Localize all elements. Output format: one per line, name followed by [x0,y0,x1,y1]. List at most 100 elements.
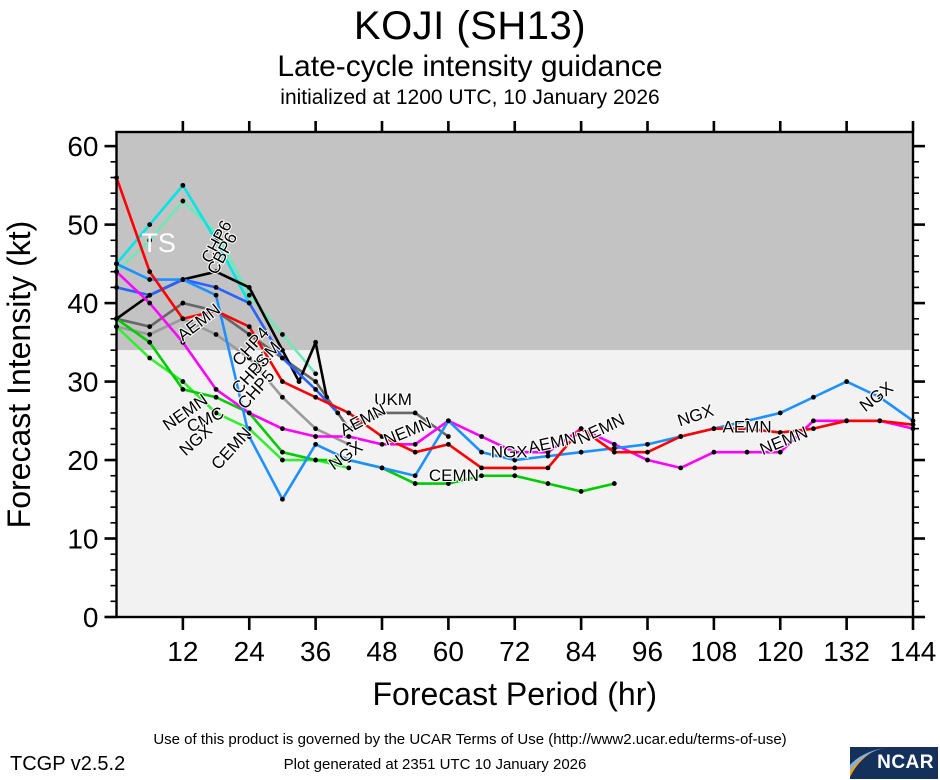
x-tick-label: 144 [890,636,937,667]
data-point-NGX [744,418,750,424]
x-tick-label: 120 [757,636,804,667]
x-tick-label: 24 [234,636,265,667]
model-label-NGX: NGX [491,443,528,462]
x-tick-label: 108 [691,636,738,667]
data-point-NGX [280,496,285,502]
data-point-NGX [379,465,385,471]
data-point-NEMN [611,441,617,447]
data-point-UKM [246,332,252,337]
data-point-CEMN [611,481,617,486]
data-point-AEMN [545,465,551,471]
data-point-AEMN [811,426,816,432]
ts-band-label: TS [141,228,176,258]
data-point-UKM [147,324,153,330]
series-line-CMC [116,317,350,446]
data-point-AEMN [645,449,650,455]
data-point-NEMN [346,434,352,439]
data-point-NEMN [280,426,285,432]
data-point-CEMN [445,481,451,486]
x-tick-label: 60 [433,636,464,667]
data-point-AEMN [678,434,684,439]
data-point-NGX [611,445,617,451]
data-point-CHP5 [335,410,341,416]
data-point-CEMN [479,473,484,479]
x-axis-title: Forecast Period (hr) [372,676,657,712]
data-point-CMC [213,332,219,337]
x-tick-label: 72 [499,636,530,667]
ncar-logo: NCAR [850,747,938,779]
data-point-CBP6 [246,292,252,298]
y-tick-label: 50 [67,210,98,241]
storm-title: KOJI (SH13) [353,4,587,48]
data-point-NEMN [246,410,252,416]
data-point-CMC [313,426,319,432]
data-point-CHP5 [213,284,219,290]
data-point-NEMN [811,418,816,424]
data-point-CBP6 [213,230,219,235]
data-point-NGX [777,410,783,416]
data-point-CEMN [213,394,219,400]
data-point-NEMN [512,449,518,455]
plot-subtitle: Late-cycle intensity guidance [277,50,663,83]
data-point-AEMN [412,449,418,455]
data-point-CHP6 [180,182,186,188]
series-line-CHP5 [116,278,339,414]
data-point-CBP6 [180,198,186,204]
data-point-NEMN [180,339,186,345]
tcgp-version-label: TCGP v2.5.2 [10,753,126,775]
data-point-AEMN [445,441,451,447]
data-point-unlabeled [346,465,352,471]
data-point-CEMN [180,387,186,392]
data-point-AEMN [379,434,385,439]
data-point-CHP6 [213,237,219,243]
data-point-CHP4 [246,284,252,290]
x-tick-label: 48 [366,636,397,667]
x-tick-label: 12 [167,636,198,667]
data-point-NGX [479,449,484,455]
data-point-AEMN [777,430,783,435]
data-point-NEMN [313,434,319,439]
data-point-AEMN [611,449,617,455]
data-point-NGX [313,441,319,447]
data-point-CBP6 [280,332,285,337]
data-point-NGX [512,457,518,463]
data-point-CEMN [313,457,319,463]
y-tick-label: 60 [67,131,98,162]
data-point-AEMN [711,426,717,432]
data-point-NEMN [545,449,551,455]
data-point-CEMN [512,473,518,479]
y-tick-label: 10 [67,524,98,555]
data-point-UKM [313,379,319,384]
data-point-NGX [811,394,816,400]
y-tick-label: 0 [83,602,99,633]
data-point-NGX [147,277,153,282]
below-ts-band [116,350,913,617]
terms-of-use-text: Use of this product is governed by the U… [153,731,787,748]
data-point-NGX [213,292,219,298]
data-point-CHP4 [213,269,219,275]
data-point-CHP5 [246,300,252,306]
data-point-CHP5 [147,292,153,298]
data-point-CEMN [545,481,551,486]
data-point-NGX [545,453,551,459]
data-point-NGX [578,449,584,455]
ncar-swoosh-icon [850,747,894,777]
data-point-unlabeled [180,379,186,384]
data-point-NEMN [645,457,650,463]
data-point-CMC [280,394,285,400]
data-point-NEMN [744,449,750,455]
data-point-NEMN [379,441,385,447]
plot-generated-text: Plot generated at 2351 UTC 10 January 20… [283,756,587,773]
data-point-UKM [379,410,385,416]
data-point-CEMN [147,339,153,345]
data-point-CHP6 [147,222,153,228]
data-point-AEMN [280,379,285,384]
data-point-AEMN [744,426,750,432]
model-label-AEMN: AEMN [723,418,772,437]
data-point-CMC [147,332,153,337]
data-point-UKM [445,434,451,439]
data-point-AEMN [180,316,186,322]
data-point-NEMN [479,434,484,439]
model-label-CEMN: CEMN [429,466,479,485]
